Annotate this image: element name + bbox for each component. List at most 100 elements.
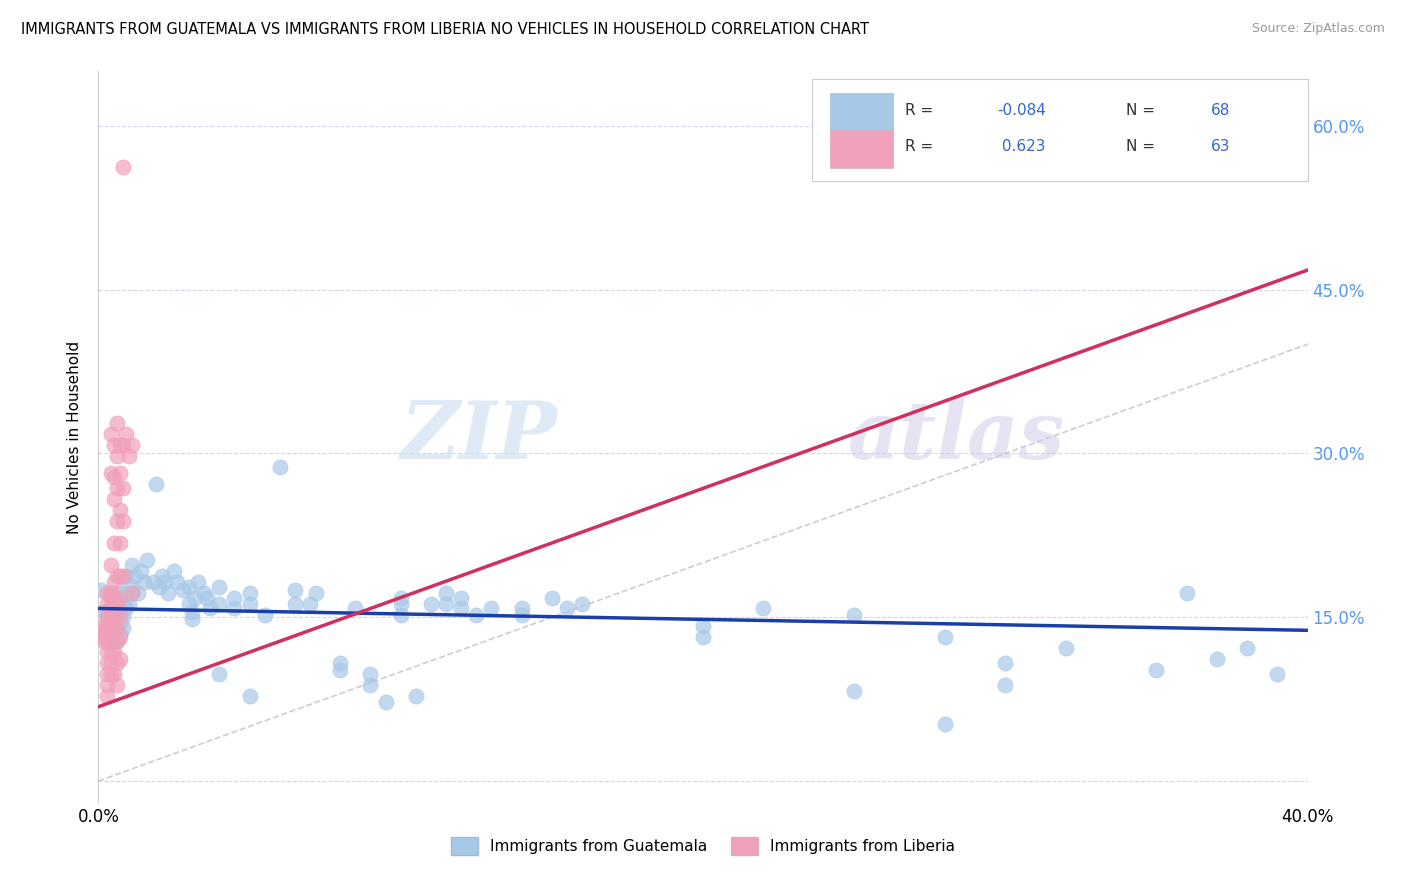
Point bbox=[100, 645, 122, 659]
Point bbox=[1206, 651, 1229, 665]
Point bbox=[103, 591, 125, 605]
Point bbox=[844, 607, 866, 622]
Point bbox=[163, 565, 186, 579]
Point bbox=[200, 601, 222, 615]
Point bbox=[100, 619, 122, 633]
Point bbox=[103, 438, 125, 452]
Point bbox=[100, 612, 122, 626]
Point bbox=[93, 630, 115, 644]
Point bbox=[103, 667, 125, 681]
Y-axis label: No Vehicles in Household: No Vehicles in Household bbox=[67, 341, 83, 533]
Point bbox=[934, 630, 956, 644]
Point bbox=[105, 678, 128, 692]
Point bbox=[100, 558, 122, 572]
Point bbox=[103, 634, 125, 648]
Point bbox=[208, 580, 231, 594]
Point bbox=[153, 575, 176, 590]
Point bbox=[752, 601, 775, 615]
Point bbox=[108, 630, 131, 644]
Point bbox=[389, 607, 412, 622]
Point bbox=[105, 482, 128, 496]
Point bbox=[96, 612, 118, 626]
Point bbox=[450, 591, 472, 605]
Point bbox=[389, 591, 412, 605]
Point bbox=[132, 575, 155, 590]
Point bbox=[105, 634, 128, 648]
Point bbox=[111, 610, 134, 624]
Point bbox=[299, 597, 322, 611]
Point bbox=[434, 586, 457, 600]
FancyBboxPatch shape bbox=[830, 94, 893, 131]
Point bbox=[121, 438, 143, 452]
Text: N =: N = bbox=[1126, 139, 1160, 154]
Point bbox=[105, 624, 128, 638]
Point bbox=[284, 597, 307, 611]
Point bbox=[374, 695, 396, 709]
Point bbox=[96, 656, 118, 670]
Point bbox=[121, 586, 143, 600]
Point bbox=[105, 568, 128, 582]
Point bbox=[108, 591, 131, 605]
Point bbox=[118, 577, 141, 591]
Text: 68: 68 bbox=[1211, 103, 1230, 118]
Point bbox=[1236, 640, 1258, 655]
Point bbox=[111, 514, 134, 528]
Point bbox=[148, 580, 170, 594]
Point bbox=[105, 619, 128, 633]
Point bbox=[105, 597, 128, 611]
Point bbox=[269, 459, 291, 474]
Text: atlas: atlas bbox=[848, 399, 1066, 475]
Point bbox=[179, 597, 201, 611]
Point bbox=[555, 601, 578, 615]
Point bbox=[100, 607, 122, 622]
Point bbox=[96, 586, 118, 600]
Point bbox=[100, 630, 122, 644]
Legend: Immigrants from Guatemala, Immigrants from Liberia: Immigrants from Guatemala, Immigrants fr… bbox=[444, 831, 962, 861]
Point bbox=[571, 597, 593, 611]
Point bbox=[994, 678, 1017, 692]
Point bbox=[434, 597, 457, 611]
Point bbox=[253, 607, 276, 622]
Point bbox=[111, 568, 134, 582]
Point bbox=[100, 591, 122, 605]
Point bbox=[239, 689, 262, 703]
Point bbox=[166, 575, 188, 590]
Point bbox=[96, 624, 118, 638]
Point bbox=[100, 599, 122, 614]
Point bbox=[111, 482, 134, 496]
Point bbox=[193, 586, 215, 600]
Point bbox=[389, 597, 412, 611]
Point bbox=[100, 667, 122, 681]
Point bbox=[96, 645, 118, 659]
Point bbox=[96, 634, 118, 648]
Point bbox=[114, 586, 136, 600]
Point bbox=[100, 466, 122, 480]
Point bbox=[184, 591, 207, 605]
Point bbox=[93, 634, 115, 648]
Point bbox=[224, 601, 246, 615]
Point bbox=[1267, 667, 1289, 681]
Point bbox=[114, 601, 136, 615]
Point bbox=[450, 601, 472, 615]
Point bbox=[360, 678, 382, 692]
Point bbox=[121, 586, 143, 600]
Point bbox=[181, 612, 204, 626]
Point bbox=[96, 689, 118, 703]
Point bbox=[103, 624, 125, 638]
Text: N =: N = bbox=[1126, 103, 1160, 118]
Point bbox=[105, 416, 128, 430]
Text: R =: R = bbox=[905, 139, 938, 154]
Point bbox=[100, 426, 122, 441]
Point bbox=[111, 621, 134, 635]
Point bbox=[360, 667, 382, 681]
Point bbox=[150, 568, 173, 582]
Text: -0.084: -0.084 bbox=[997, 103, 1046, 118]
Point bbox=[208, 667, 231, 681]
Point bbox=[994, 656, 1017, 670]
Point bbox=[103, 492, 125, 507]
Point bbox=[96, 607, 118, 622]
Point bbox=[100, 656, 122, 670]
Point bbox=[172, 582, 194, 597]
Text: IMMIGRANTS FROM GUATEMALA VS IMMIGRANTS FROM LIBERIA NO VEHICLES IN HOUSEHOLD CO: IMMIGRANTS FROM GUATEMALA VS IMMIGRANTS … bbox=[21, 22, 869, 37]
Point bbox=[100, 586, 122, 600]
